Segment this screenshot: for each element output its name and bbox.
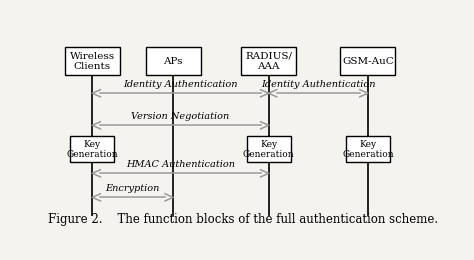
Text: Wireless
Clients: Wireless Clients xyxy=(70,51,115,71)
Text: Key
Generation: Key Generation xyxy=(66,140,118,159)
Text: Figure 2.    The function blocks of the full authentication scheme.: Figure 2. The function blocks of the ful… xyxy=(48,213,438,226)
FancyBboxPatch shape xyxy=(146,47,201,75)
Text: HMAC Authentication: HMAC Authentication xyxy=(126,160,235,169)
FancyBboxPatch shape xyxy=(346,136,390,162)
Text: GSM-AuC: GSM-AuC xyxy=(342,57,394,66)
FancyBboxPatch shape xyxy=(241,47,296,75)
Text: Identity Authentication: Identity Authentication xyxy=(123,80,238,89)
FancyBboxPatch shape xyxy=(246,136,291,162)
Text: Version Negotiation: Version Negotiation xyxy=(131,112,229,121)
Text: RADIUS/
AAA: RADIUS/ AAA xyxy=(245,51,292,71)
Text: Encryption: Encryption xyxy=(106,184,160,193)
FancyBboxPatch shape xyxy=(65,47,120,75)
Text: Key
Generation: Key Generation xyxy=(342,140,393,159)
FancyBboxPatch shape xyxy=(340,47,395,75)
Text: Identity Authentication: Identity Authentication xyxy=(261,80,375,89)
Text: Key
Generation: Key Generation xyxy=(243,140,294,159)
FancyBboxPatch shape xyxy=(70,136,114,162)
Text: APs: APs xyxy=(164,57,183,66)
